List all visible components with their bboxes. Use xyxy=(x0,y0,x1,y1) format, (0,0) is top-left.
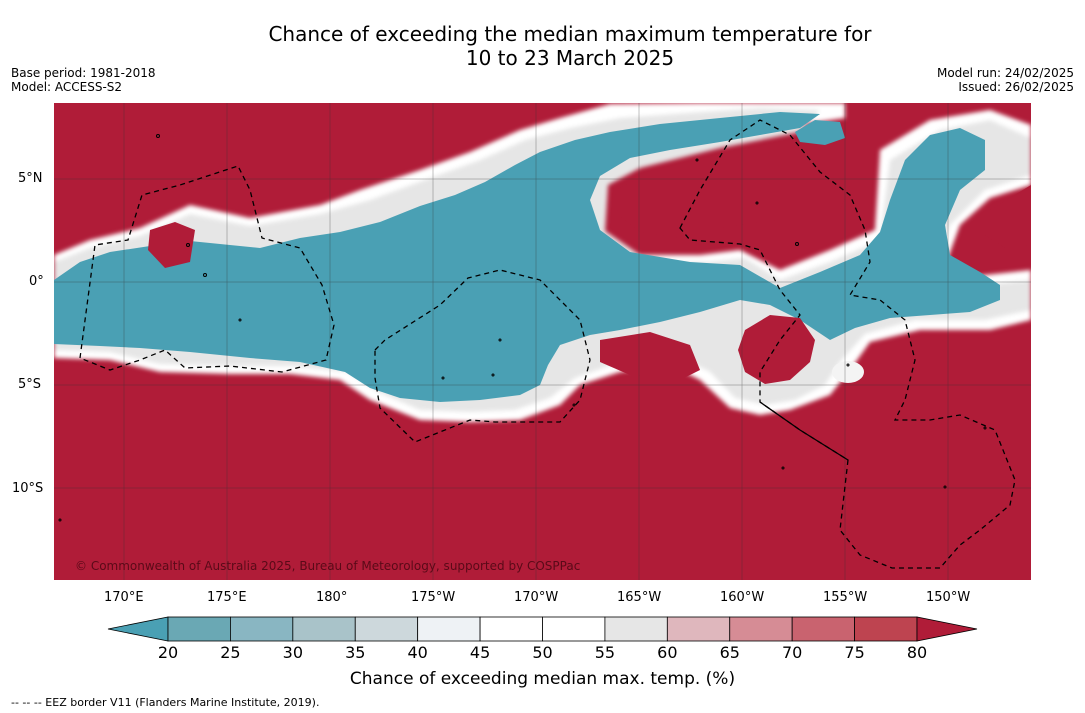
colorbar-segment xyxy=(417,616,481,642)
colorbar-high-extension xyxy=(916,616,978,642)
base-period: Base period: 1981-2018 xyxy=(11,66,156,80)
lon-tick-180: 180° xyxy=(316,590,348,605)
colorbar-segment xyxy=(666,616,731,642)
colorbar-tick-label: 35 xyxy=(345,643,366,662)
colorbar-tick-label: 75 xyxy=(844,643,865,662)
map-title: Chance of exceeding the median maximum t… xyxy=(0,22,1085,70)
colorbar-title: Chance of exceeding median max. temp. (%… xyxy=(349,669,736,689)
below-median-band xyxy=(54,112,1000,402)
colorbar xyxy=(107,616,978,642)
above-median-patch xyxy=(615,168,850,238)
eez-kiribati-line xyxy=(679,119,1016,569)
colorbar-tick-label: 60 xyxy=(657,643,678,662)
map-panel: © Commonwealth of Australia 2025, Bureau… xyxy=(54,103,1031,580)
above-median-patch xyxy=(738,315,815,384)
lat-tick-5s: 5°S xyxy=(18,377,42,392)
eez-borders xyxy=(79,119,1016,569)
eez-tuvalu xyxy=(79,165,335,373)
lon-tick-155w: 155°W xyxy=(823,590,868,605)
eez-tokelau xyxy=(374,269,591,443)
eez-footnote: -- -- -- EEZ border V11 (Flanders Marine… xyxy=(11,696,320,709)
issued-date: Issued: 26/02/2025 xyxy=(958,80,1074,94)
lat-tick-10s: 10°S xyxy=(12,481,44,496)
colorbar-tick-label: 40 xyxy=(407,643,428,662)
colorbar-segment xyxy=(292,616,356,642)
graticule xyxy=(54,103,1031,580)
colorbar-tick-label: 80 xyxy=(906,643,928,662)
lon-tick-175e: 175°E xyxy=(207,590,247,605)
meta-right: Model run: 24/02/2025 Issued: 26/02/2025 xyxy=(937,66,1074,94)
eez-solid-segment xyxy=(759,401,849,461)
colorbar-tick-label: 50 xyxy=(532,643,553,662)
islands xyxy=(58,134,987,522)
colorbar-segment xyxy=(479,616,543,642)
colorbar-segment xyxy=(354,616,419,642)
model-run: Model run: 24/02/2025 xyxy=(936,66,1074,80)
colorbar-tick-label: 55 xyxy=(594,643,616,662)
colorbar-segment xyxy=(604,616,668,642)
colorbar-segment xyxy=(167,616,231,642)
above-median-patch xyxy=(148,222,195,268)
lat-tick-equator: 0° xyxy=(29,274,44,289)
below-median-patch xyxy=(795,120,845,145)
lon-tick-150w: 150°W xyxy=(926,590,971,605)
colorbar-segment xyxy=(729,616,793,642)
colorbar-tick-label: 45 xyxy=(469,643,491,662)
lon-tick-160w: 160°W xyxy=(720,590,765,605)
colorbar-segment xyxy=(791,616,855,642)
title-line-1: Chance of exceeding the median maximum t… xyxy=(268,22,872,46)
lon-tick-165w: 165°W xyxy=(617,590,662,605)
colorbar-tick-label: 20 xyxy=(157,643,179,662)
colorbar-tick-label: 70 xyxy=(781,643,803,662)
title-line-2: 10 to 23 March 2025 xyxy=(465,46,675,70)
lon-tick-170e: 170°E xyxy=(104,590,144,605)
colorbar-segment xyxy=(542,616,606,642)
lon-tick-175w: 175°W xyxy=(411,590,456,605)
above-median-patch xyxy=(600,332,700,380)
above-median-patch xyxy=(985,185,1031,248)
copyright-note: © Commonwealth of Australia 2025, Bureau… xyxy=(75,559,580,573)
colorbar-tick-label: 65 xyxy=(719,643,740,662)
colorbar-tick-label: 30 xyxy=(282,643,303,662)
model-name: Model: ACCESS-S2 xyxy=(11,80,123,94)
lon-tick-170w: 170°W xyxy=(514,590,559,605)
lat-tick-5n: 5°N xyxy=(18,171,43,186)
colorbar-tick-label: 25 xyxy=(220,643,241,662)
colorbar-segment xyxy=(854,616,918,642)
colorbar-low-extension xyxy=(107,616,169,642)
neutral-spot xyxy=(832,361,864,383)
meta-left: Base period: 1981-2018 Model: ACCESS-S2 xyxy=(11,66,156,94)
colorbar-segment xyxy=(230,616,294,642)
